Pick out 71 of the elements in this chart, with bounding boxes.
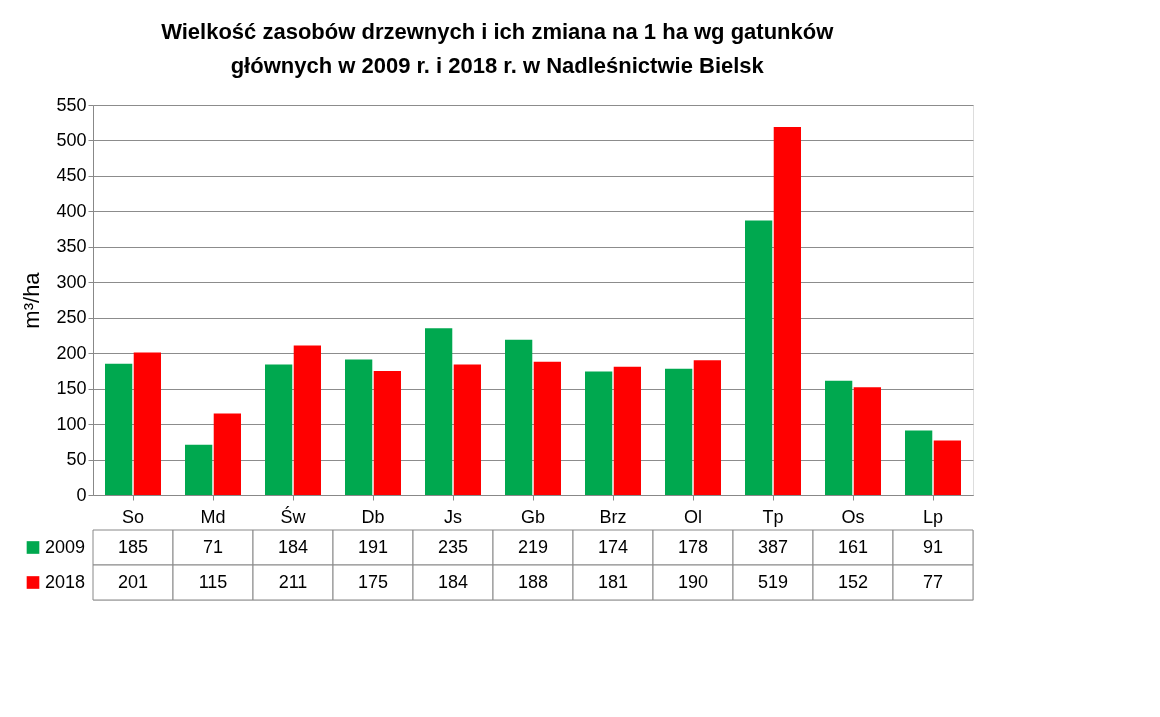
data-label: 178 bbox=[677, 536, 709, 557]
y-tick-label: 500 bbox=[56, 129, 87, 150]
y-tick-label: 350 bbox=[56, 236, 87, 257]
x-tick-label: Św bbox=[280, 505, 307, 527]
bar bbox=[585, 371, 613, 495]
data-label: 91 bbox=[922, 536, 944, 557]
data-label: 201 bbox=[117, 571, 149, 592]
y-tick-label: 250 bbox=[56, 307, 87, 328]
legend-label: 2018 bbox=[45, 571, 86, 592]
y-tick-label: 200 bbox=[56, 342, 87, 363]
bar bbox=[933, 440, 961, 495]
bar bbox=[745, 220, 773, 495]
chart-title: Wielkość zasobów drzewnych i ich zmiana na 1 ha wg gatunków głównych w 2009 r. i 2018 r. w Nadleśnictwie Bielsk bbox=[161, 18, 835, 78]
bar bbox=[105, 363, 133, 495]
data-label: 152 bbox=[837, 571, 869, 592]
data-label: 211 bbox=[278, 571, 308, 592]
x-tick-label: Js bbox=[444, 506, 462, 527]
bar bbox=[853, 387, 881, 495]
x-tick-label: Tp bbox=[762, 506, 784, 527]
bar bbox=[185, 444, 213, 495]
bar bbox=[213, 413, 241, 495]
data-label: 185 bbox=[117, 536, 149, 557]
y-tick-label: 550 bbox=[56, 94, 87, 115]
data-label: 161 bbox=[837, 536, 869, 557]
bar bbox=[693, 360, 721, 495]
bar bbox=[533, 361, 561, 495]
y-axis-title: m³/ha bbox=[19, 271, 45, 329]
x-tick-label: So bbox=[121, 506, 145, 527]
bar bbox=[665, 368, 693, 495]
data-label: 181 bbox=[597, 571, 629, 592]
y-tick-label: 300 bbox=[56, 271, 87, 292]
data-label: 219 bbox=[517, 536, 549, 557]
bar bbox=[345, 359, 373, 495]
y-tick-label: 0 bbox=[76, 484, 87, 505]
x-tick-label: Brz bbox=[599, 506, 627, 527]
data-label: 184 bbox=[277, 536, 309, 557]
data-label: 175 bbox=[357, 571, 389, 592]
y-tick-label: 400 bbox=[56, 200, 87, 221]
data-label: 184 bbox=[437, 571, 469, 592]
y-tick-label: 450 bbox=[56, 165, 87, 186]
bar bbox=[825, 380, 853, 495]
bar bbox=[905, 430, 933, 495]
bar bbox=[293, 345, 321, 495]
y-tick-label: 150 bbox=[56, 378, 87, 399]
data-label: 519 bbox=[757, 571, 789, 592]
x-tick-label: Db bbox=[361, 506, 385, 527]
data-label: 235 bbox=[437, 536, 469, 557]
bar bbox=[425, 328, 453, 495]
data-label: 190 bbox=[677, 571, 709, 592]
data-label: 115 bbox=[198, 571, 228, 592]
bar bbox=[133, 352, 161, 495]
x-tick-label: Gb bbox=[520, 506, 546, 527]
bar bbox=[265, 364, 293, 495]
bar bbox=[613, 366, 641, 495]
data-label: 191 bbox=[357, 536, 389, 557]
x-tick-label: Ol bbox=[684, 506, 702, 527]
data-label: 387 bbox=[757, 536, 789, 557]
y-tick-label: 100 bbox=[56, 413, 87, 434]
data-label: 174 bbox=[597, 536, 629, 557]
y-tick-label: 50 bbox=[66, 449, 87, 470]
data-label: 77 bbox=[922, 571, 944, 592]
bar bbox=[453, 364, 481, 495]
bar bbox=[773, 126, 801, 495]
x-tick-label: Os bbox=[841, 506, 865, 527]
bar bbox=[505, 339, 533, 495]
legend-label: 2009 bbox=[45, 536, 86, 557]
bar bbox=[373, 370, 401, 495]
x-tick-label: Md bbox=[200, 506, 226, 527]
x-tick-label: Lp bbox=[922, 506, 944, 527]
data-label: 71 bbox=[202, 536, 224, 557]
data-label: 188 bbox=[517, 571, 549, 592]
